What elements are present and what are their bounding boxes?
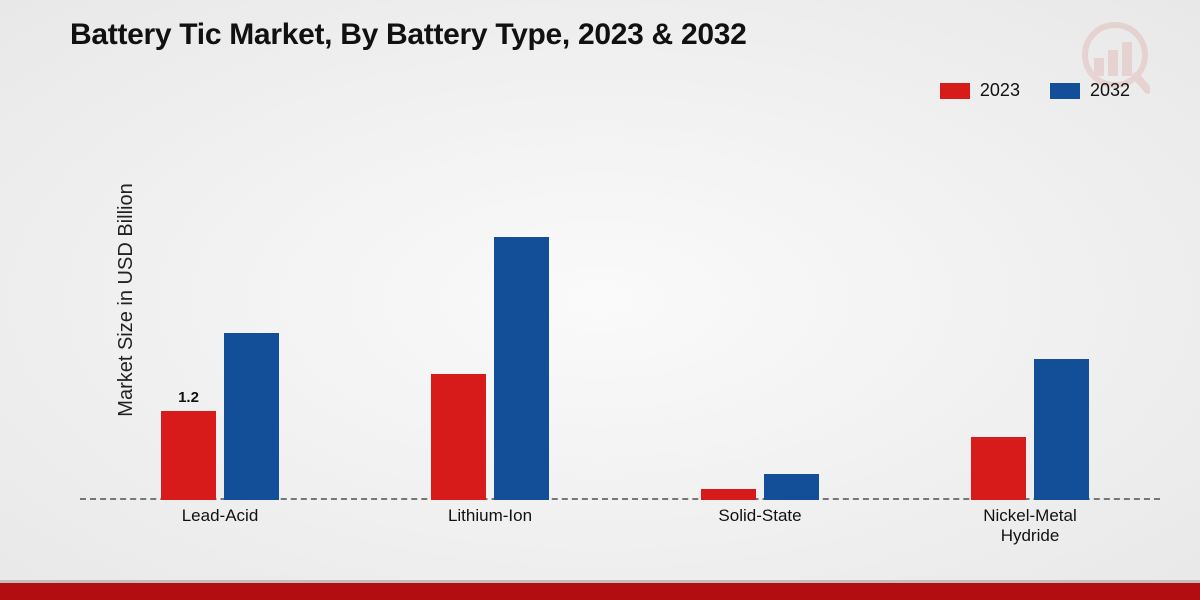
legend-item-2023: 2023	[940, 80, 1020, 101]
bar-2023-lead-acid: 1.2	[161, 411, 216, 500]
bar-2032-solid-state	[764, 474, 819, 500]
footer-accent-bar	[0, 580, 1200, 600]
x-label-solid-state: Solid-State	[718, 506, 801, 526]
bar-2032-nickel-metal	[1034, 359, 1089, 500]
chart-frame: Battery Tic Market, By Battery Type, 202…	[0, 0, 1200, 600]
x-label-nickel-metal: Nickel-Metal Hydride	[983, 506, 1077, 545]
bar-group-lead-acid: 1.2 Lead-Acid	[120, 333, 320, 500]
bar-2032-lead-acid	[224, 333, 279, 500]
plot-area: 1.2 Lead-Acid Lithium-Ion Solid-State Ni…	[80, 130, 1160, 500]
legend: 2023 2032	[940, 80, 1130, 101]
x-label-lead-acid: Lead-Acid	[182, 506, 259, 526]
bar-group-nickel-metal: Nickel-Metal Hydride	[930, 359, 1130, 500]
legend-item-2032: 2032	[1050, 80, 1130, 101]
legend-label-2023: 2023	[980, 80, 1020, 101]
bar-2023-lithium-ion	[431, 374, 486, 500]
bar-group-lithium-ion: Lithium-Ion	[390, 237, 590, 500]
legend-swatch-2023	[940, 83, 970, 99]
bar-2032-lithium-ion	[494, 237, 549, 500]
bar-2023-solid-state	[701, 489, 756, 500]
x-label-lithium-ion: Lithium-Ion	[448, 506, 532, 526]
chart-title: Battery Tic Market, By Battery Type, 202…	[70, 18, 747, 52]
legend-swatch-2032	[1050, 83, 1080, 99]
value-label-lead-acid-2023: 1.2	[161, 389, 216, 406]
legend-label-2032: 2032	[1090, 80, 1130, 101]
bar-2023-nickel-metal	[971, 437, 1026, 500]
bar-group-solid-state: Solid-State	[660, 474, 860, 500]
